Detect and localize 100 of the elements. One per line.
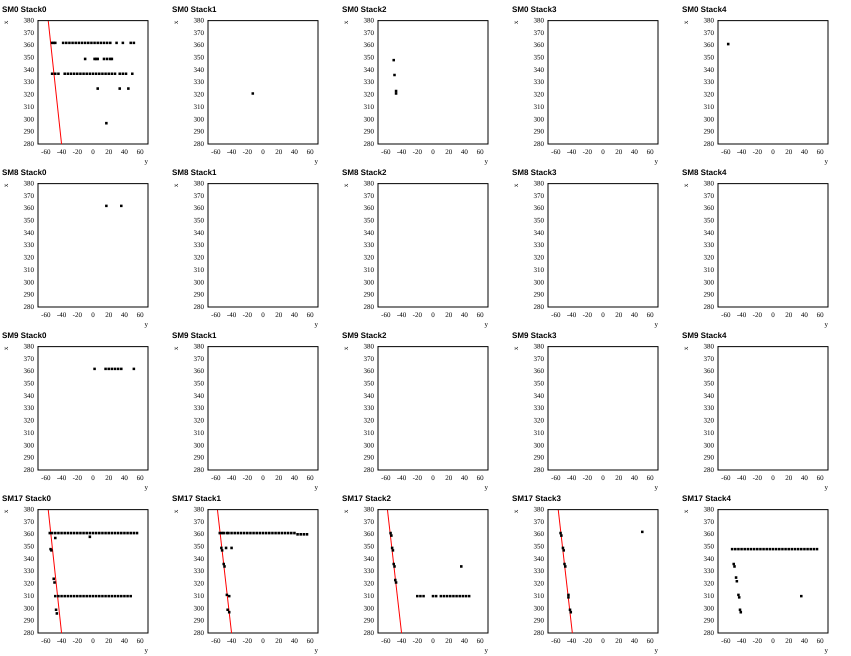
point <box>118 87 121 90</box>
chart-title: SM9 Stack2 <box>342 331 388 340</box>
point <box>394 90 398 92</box>
point <box>736 580 738 583</box>
point <box>107 72 110 76</box>
point <box>778 548 781 550</box>
point <box>48 532 52 534</box>
point <box>60 532 63 534</box>
point <box>392 562 395 566</box>
point <box>768 548 772 550</box>
point <box>774 548 778 550</box>
point <box>80 42 84 44</box>
chart-title: SM9 Stack1 <box>172 331 218 340</box>
point <box>302 533 306 536</box>
point <box>115 42 118 44</box>
point <box>102 58 106 60</box>
point <box>252 532 255 534</box>
point <box>730 548 734 550</box>
point <box>94 532 98 534</box>
point <box>54 72 57 76</box>
point <box>220 549 224 552</box>
point <box>567 594 570 596</box>
point <box>93 42 96 44</box>
point <box>57 594 60 598</box>
point <box>812 548 816 550</box>
point <box>96 42 99 44</box>
point <box>394 578 397 582</box>
point <box>104 72 107 76</box>
point <box>116 594 120 598</box>
point <box>88 72 92 76</box>
chart-title: SM17 Stack0 <box>2 494 52 504</box>
point <box>110 532 114 534</box>
point <box>72 72 76 76</box>
point <box>114 532 116 534</box>
point <box>562 549 565 552</box>
point <box>87 42 90 44</box>
point <box>765 548 768 550</box>
point <box>92 72 94 76</box>
chart-title: SM17 Stack3 <box>512 494 562 504</box>
point <box>240 532 242 534</box>
point <box>57 532 60 534</box>
point <box>440 594 442 598</box>
point <box>107 532 110 534</box>
point <box>274 532 277 534</box>
point <box>54 608 58 611</box>
point <box>641 530 644 534</box>
point <box>389 532 392 534</box>
point <box>101 594 104 598</box>
chart-title: SM8 Stack2 <box>342 168 388 178</box>
point <box>123 532 126 534</box>
point <box>66 532 70 534</box>
point <box>53 581 56 584</box>
point <box>226 608 229 611</box>
point <box>419 594 422 598</box>
point <box>54 532 57 534</box>
point <box>101 72 104 76</box>
point <box>100 42 102 44</box>
point <box>560 534 563 537</box>
point <box>230 532 233 534</box>
point <box>90 42 93 44</box>
point <box>299 533 302 536</box>
point <box>79 594 82 598</box>
point <box>114 594 116 598</box>
point <box>101 532 104 534</box>
point <box>809 548 812 550</box>
point <box>290 532 293 534</box>
point <box>105 122 108 124</box>
point <box>76 594 79 598</box>
point <box>228 594 230 598</box>
point <box>102 42 106 44</box>
point <box>271 532 274 534</box>
point <box>286 532 290 534</box>
point <box>114 72 116 76</box>
point <box>94 594 98 598</box>
point <box>50 72 54 76</box>
point <box>65 42 68 44</box>
point <box>464 594 468 598</box>
point <box>462 594 464 598</box>
point <box>79 532 82 534</box>
point <box>127 87 130 90</box>
point <box>78 42 80 44</box>
chart-title: SM8 Stack0 <box>2 168 48 178</box>
point <box>98 532 101 534</box>
point <box>85 532 88 534</box>
point <box>131 72 134 76</box>
point <box>394 581 398 584</box>
point <box>258 532 262 534</box>
point <box>563 562 566 566</box>
point <box>280 532 284 534</box>
point <box>120 532 123 534</box>
point <box>94 72 98 76</box>
point <box>88 536 92 538</box>
point <box>800 548 803 550</box>
point <box>468 594 470 598</box>
chart-title: SM0 Stack0 <box>2 5 48 14</box>
chart-title: SM0 Stack2 <box>342 5 388 14</box>
point <box>296 533 299 536</box>
point <box>800 594 803 598</box>
point <box>277 532 280 534</box>
point <box>62 42 64 44</box>
